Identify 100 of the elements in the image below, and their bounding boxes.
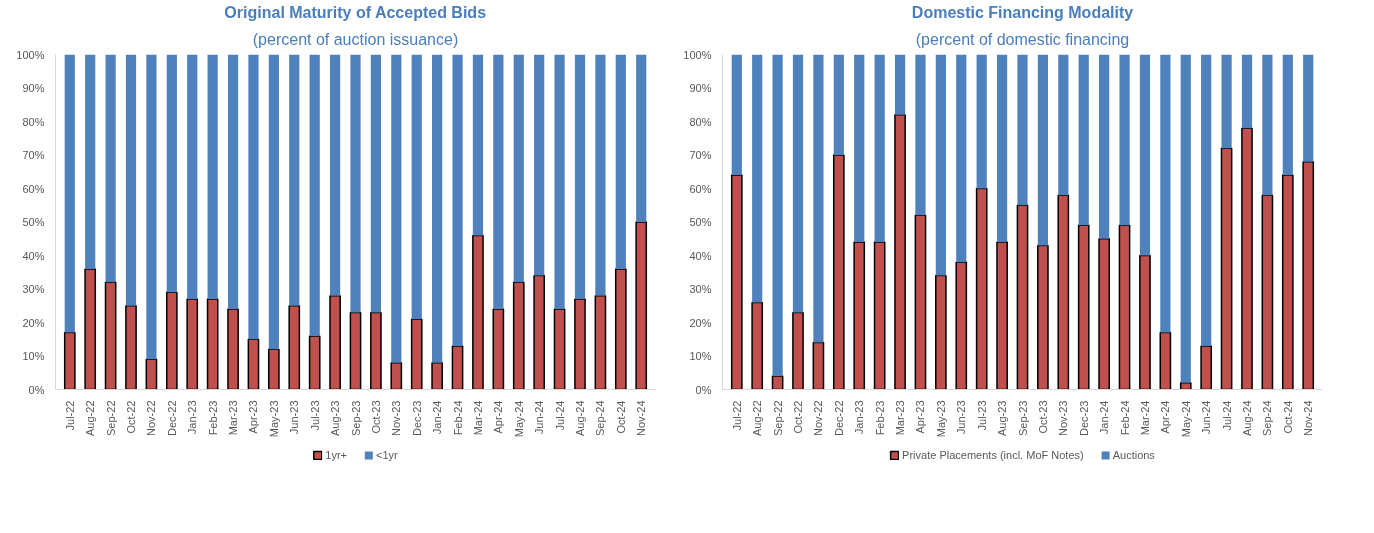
x-tick-label: May-23 <box>267 400 280 438</box>
bar <box>1016 204 1029 390</box>
bar <box>1078 54 1089 226</box>
bar <box>451 345 464 390</box>
x-tick-label: Oct-22 <box>792 400 805 434</box>
x-tick-label: Jun-24 <box>533 400 546 435</box>
x-tick-label: Jan-24 <box>1098 400 1111 435</box>
y-tick-label: 0% <box>695 383 712 396</box>
bar <box>996 241 1008 390</box>
chart-subtitle: (percent of auction issuance) <box>252 30 459 48</box>
bar <box>492 308 505 390</box>
bar <box>349 311 362 390</box>
bar <box>792 54 804 313</box>
bar <box>935 54 946 276</box>
bar <box>751 301 764 390</box>
bar <box>84 268 97 390</box>
x-tick-label: Oct-23 <box>369 400 382 434</box>
y-tick-label: 100% <box>16 48 45 61</box>
chart-title: Original Maturity of Accepted Bids <box>224 3 487 21</box>
y-tick-label: 90% <box>22 82 45 94</box>
x-tick-label: Nov-23 <box>1057 400 1070 436</box>
chart-title: Domestic Financing Modality <box>911 3 1134 21</box>
bar <box>166 54 177 293</box>
bar <box>1302 160 1315 390</box>
bar <box>554 54 565 310</box>
y-tick-label: 50% <box>689 216 712 228</box>
bar <box>493 54 504 310</box>
x-tick-label: Nov-24 <box>1302 400 1315 436</box>
bar <box>1037 244 1049 390</box>
x-tick-label: Aug-22 <box>84 400 97 436</box>
x-tick-label: Jan-24 <box>431 400 444 435</box>
x-tick-label: May-24 <box>1179 400 1192 438</box>
x-tick-label: Apr-24 <box>1159 400 1172 434</box>
x-tick-label: Feb-24 <box>451 400 464 436</box>
x-tick-label: Apr-23 <box>914 400 927 434</box>
x-tick-label: Mar-23 <box>894 400 907 436</box>
bar <box>833 54 844 155</box>
y-tick-label: 70% <box>689 149 712 161</box>
bar <box>1119 54 1130 226</box>
y-tick-label: 100% <box>683 48 712 61</box>
y-tick-label: 30% <box>689 283 712 295</box>
x-tick-label: Jan-23 <box>853 400 866 435</box>
bar <box>391 54 402 363</box>
bar <box>935 274 947 390</box>
bar <box>574 298 586 390</box>
bar <box>914 214 927 390</box>
bar <box>832 154 845 390</box>
bar <box>1159 331 1172 390</box>
x-tick-label: Oct-24 <box>614 400 627 434</box>
bar <box>1241 127 1253 390</box>
bar <box>1017 54 1028 206</box>
bar <box>329 294 341 390</box>
bar <box>534 54 545 276</box>
bar <box>105 54 116 283</box>
y-tick-label: 60% <box>689 182 712 195</box>
y-tick-label: 20% <box>689 316 712 329</box>
bar <box>472 54 484 236</box>
bar <box>1160 54 1171 333</box>
x-tick-label: Sep-22 <box>104 400 117 436</box>
bar <box>553 308 566 390</box>
x-tick-label: Jul-22 <box>730 400 743 431</box>
x-tick-label: Oct-24 <box>1281 400 1294 434</box>
y-tick-label: 70% <box>22 149 45 161</box>
bar <box>1282 54 1293 176</box>
y-tick-label: 80% <box>689 115 712 128</box>
bar <box>730 174 743 390</box>
bar <box>772 54 783 377</box>
bar <box>1241 54 1253 129</box>
x-tick-label: Jul-22 <box>63 400 76 431</box>
chart-subtitle: (percent of domestic financing <box>915 30 1130 48</box>
bar <box>915 54 926 216</box>
x-tick-label: Sep-23 <box>349 400 362 436</box>
x-tick-label: May-23 <box>934 400 947 438</box>
bar <box>63 331 76 390</box>
bar <box>452 54 463 346</box>
bar <box>64 54 75 333</box>
x-tick-label: Aug-24 <box>1240 400 1253 436</box>
x-tick-label: Sep-24 <box>1261 400 1274 436</box>
legend-label: <1yr <box>376 448 398 462</box>
bar <box>1077 224 1090 390</box>
bar <box>104 281 117 390</box>
bar <box>329 54 341 296</box>
x-tick-label: Jul-23 <box>975 400 988 431</box>
bar <box>1180 54 1191 383</box>
bar <box>812 341 825 390</box>
x-tick-label: Sep-24 <box>594 400 607 436</box>
bar <box>472 234 484 390</box>
y-tick-label: 50% <box>22 216 45 228</box>
bar <box>227 54 239 310</box>
bar <box>390 361 403 390</box>
bar <box>975 187 988 390</box>
x-tick-label: Jul-23 <box>308 400 321 431</box>
bar <box>186 298 199 390</box>
x-tick-label: Dec-22 <box>165 400 178 436</box>
bar <box>206 298 219 390</box>
bar <box>1201 54 1212 346</box>
bar <box>1261 194 1274 390</box>
bar <box>1281 174 1294 390</box>
x-tick-label: Jun-23 <box>288 400 301 435</box>
bar <box>996 54 1008 243</box>
